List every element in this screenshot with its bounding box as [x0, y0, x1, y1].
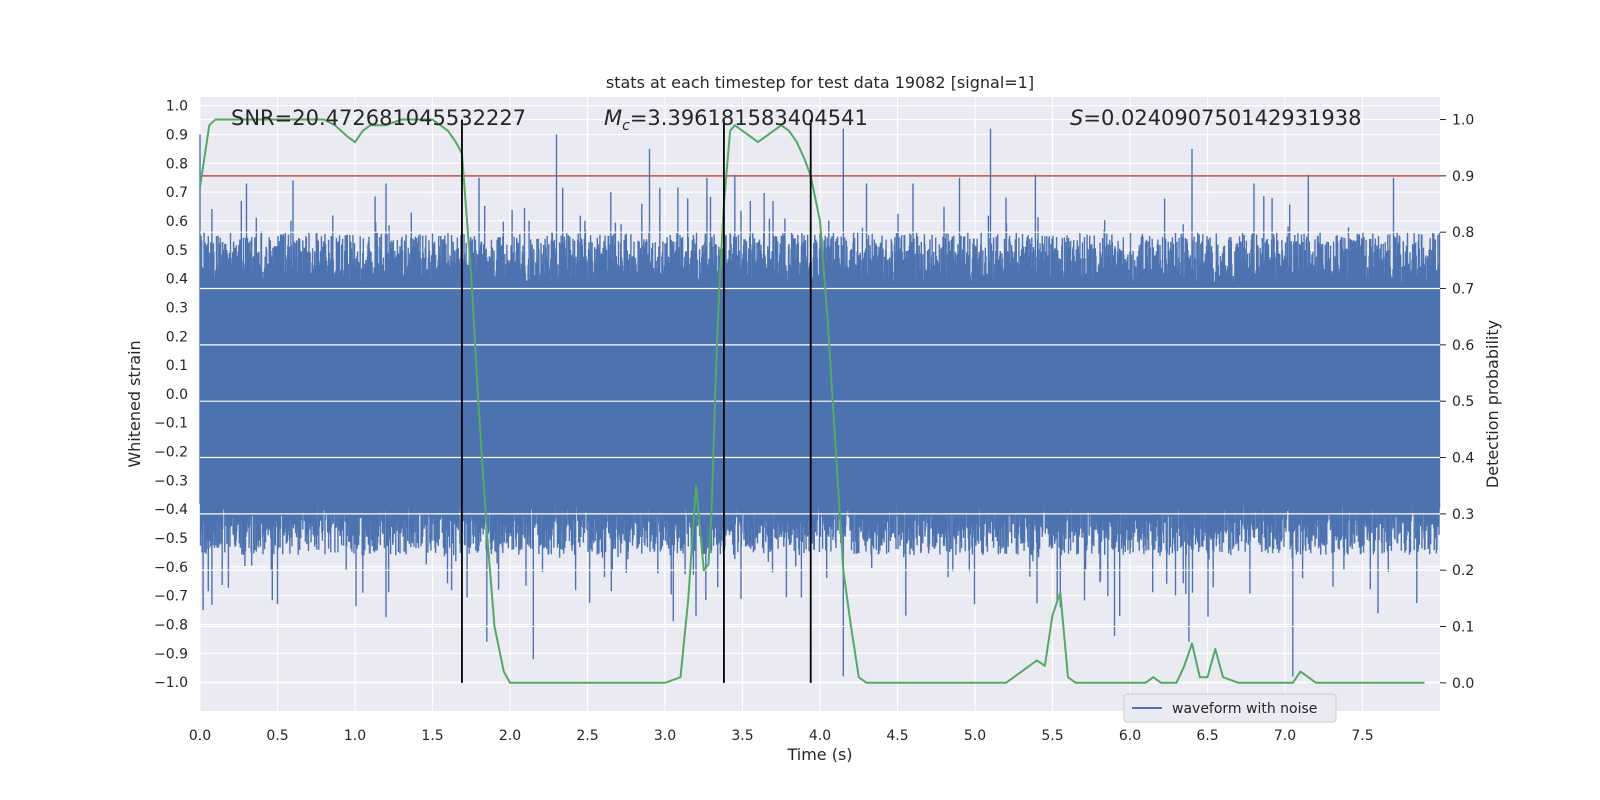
- x-tick-label: 6.5: [1196, 728, 1218, 744]
- x-tick-label: 1.5: [421, 728, 443, 744]
- y-left-tick-label: −0.2: [154, 445, 188, 461]
- y-right-axis-ticks: 1.0 0.9 0.8 0.7 0.6 0.5 0.4 0.3 0.2 0.1 0.0: [1440, 113, 1474, 692]
- y-left-tick-label: −0.9: [154, 646, 188, 662]
- x-axis-title: Time (s): [786, 745, 852, 764]
- x-axis-ticks: 0.0 0.5 1.0 1.5 2.0 2.5 3.0 3.5 4.0 4.5 5.0 5.5 6.0 6…: [189, 728, 1374, 744]
- x-tick-label: 0.5: [266, 728, 288, 744]
- y-left-tick-label: −0.3: [154, 473, 188, 489]
- y-left-tick-label: 1.0: [166, 99, 188, 115]
- y-left-tick-label: 0.5: [166, 243, 188, 259]
- y-right-tick-label: 0.3: [1452, 507, 1474, 523]
- y-left-tick-label: −0.6: [154, 560, 188, 576]
- x-tick-label: 6.0: [1119, 728, 1141, 744]
- x-tick-label: 3.5: [731, 728, 753, 744]
- y-left-axis-ticks: 1.0 0.9 0.8 0.7 0.6 0.5 0.4 0.3 0.2 0.1 0.0 −0.1 −0.…: [154, 99, 188, 692]
- probability-line: [199, 118, 1425, 684]
- waveform-series: [199, 128, 1441, 677]
- y-right-tick-label: 0.2: [1452, 563, 1474, 579]
- s-value: =0.024090750142931938: [1083, 106, 1361, 130]
- y-right-tick-label: 0.0: [1452, 676, 1474, 692]
- y-right-tick-label: 0.9: [1452, 169, 1474, 185]
- y-left-tick-label: −0.1: [154, 416, 188, 432]
- legend-box: [1123, 693, 1337, 723]
- chart-title: stats at each timestep for test data 190…: [606, 73, 1034, 92]
- x-tick-label: 2.5: [576, 728, 598, 744]
- y-left-axis-title: Whitened strain: [125, 340, 144, 467]
- y-right-tick-label: 0.4: [1452, 451, 1474, 467]
- y-left-tick-label: 0.7: [166, 185, 188, 201]
- y-right-tick-label: 0.8: [1452, 225, 1474, 241]
- y-right-tick-label: 1.0: [1452, 113, 1474, 129]
- y-left-tick-label: 0.0: [166, 387, 188, 403]
- x-tick-label: 7.0: [1274, 728, 1296, 744]
- mc-subscript: c: [622, 118, 630, 134]
- x-tick-label: 0.0: [189, 728, 211, 744]
- y-left-tick-label: −0.7: [154, 589, 188, 605]
- legend-label: waveform with noise: [1172, 701, 1317, 717]
- x-tick-label: 5.0: [964, 728, 986, 744]
- vertical-marker-lines: [461, 119, 812, 683]
- y-right-tick-label: 0.1: [1452, 620, 1474, 636]
- x-tick-label: 1.0: [344, 728, 366, 744]
- y-left-tick-label: −0.4: [154, 502, 188, 518]
- x-tick-label: 4.0: [809, 728, 831, 744]
- y-left-tick-label: 0.3: [166, 300, 188, 316]
- mc-symbol: M: [604, 106, 622, 130]
- y-left-tick-label: −0.8: [154, 618, 188, 634]
- x-tick-label: 5.5: [1041, 728, 1063, 744]
- y-left-tick-label: 0.8: [166, 156, 188, 172]
- x-tick-label: 7.5: [1351, 728, 1373, 744]
- snr-annotation: SNR=20.472681045532227: [231, 106, 526, 130]
- waveform-line: [199, 128, 1441, 677]
- y-left-tick-label: 0.4: [166, 272, 188, 288]
- y-left-tick-label: 0.1: [166, 358, 188, 374]
- y-left-tick-label: −1.0: [154, 675, 188, 691]
- mc-value: =3.396181583404541: [630, 106, 868, 130]
- x-tick-label: 4.5: [886, 728, 908, 744]
- legend: waveform with noise: [1123, 693, 1337, 723]
- y-left-tick-label: 0.2: [166, 329, 188, 345]
- x-tick-label: 3.0: [654, 728, 676, 744]
- y-right-tick-label: 0.5: [1452, 394, 1474, 410]
- detection-probability-series: [199, 118, 1425, 684]
- x-tick-label: 2.0: [499, 728, 521, 744]
- y-left-tick-label: 0.6: [166, 214, 188, 230]
- s-annotation: S=0.024090750142931938: [1070, 106, 1361, 130]
- y-left-tick-label: −0.5: [154, 531, 188, 547]
- y-right-tick-label: 0.6: [1452, 338, 1474, 354]
- y-left-tick-label: 0.9: [166, 127, 188, 143]
- mc-annotation: Mc=3.396181583404541: [604, 106, 868, 134]
- y-right-tick-label: 0.7: [1452, 282, 1474, 298]
- s-symbol: S: [1070, 106, 1083, 130]
- y-right-axis-title: Detection probability: [1483, 320, 1502, 488]
